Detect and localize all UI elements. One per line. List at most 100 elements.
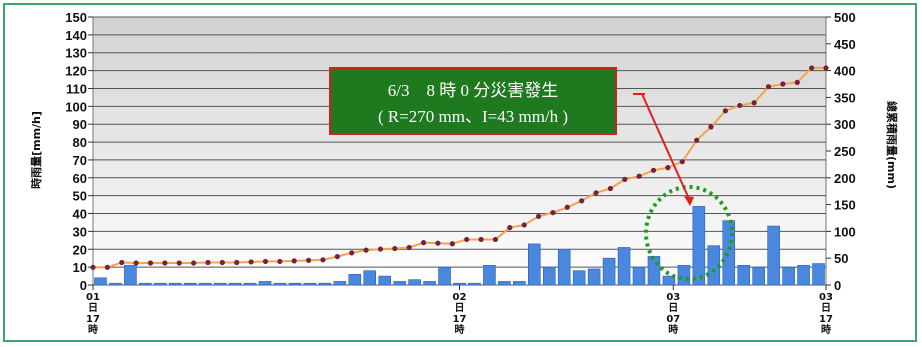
x-tick-label-day: 03 bbox=[666, 292, 680, 303]
x-tick-label-d: 日 bbox=[821, 302, 831, 314]
cumulative-point bbox=[248, 259, 254, 265]
cumulative-point bbox=[406, 244, 412, 251]
rainfall-bar bbox=[139, 282, 152, 286]
rainfall-bar bbox=[258, 281, 272, 286]
rainfall-bar bbox=[228, 282, 242, 286]
left-tick-label: 30 bbox=[73, 224, 87, 239]
rainfall-bar bbox=[662, 275, 676, 286]
right-tick-label: 250 bbox=[834, 144, 856, 159]
rainfall-bar bbox=[198, 282, 212, 286]
rainfall-bar bbox=[243, 282, 257, 286]
right-tick-label: 50 bbox=[834, 251, 848, 266]
rainfall-bar bbox=[677, 265, 691, 286]
cumulative-point bbox=[147, 260, 154, 266]
rainfall-bar bbox=[468, 282, 481, 286]
right-axis-ticks: 0 50 100 150 200 250 300 350 400 450 500 bbox=[826, 10, 856, 293]
left-axis-title: 時雨量[mm/h] bbox=[29, 111, 43, 189]
cumulative-point bbox=[492, 236, 499, 243]
rainfall-bar bbox=[752, 266, 765, 286]
cumulative-point bbox=[219, 259, 225, 266]
x-tick-label-hour: 17 bbox=[86, 314, 100, 325]
x-tick-label-d: 日 bbox=[455, 302, 465, 314]
rainfall-bar bbox=[408, 279, 421, 286]
cumulative-point bbox=[607, 185, 614, 192]
rainfall-bar bbox=[154, 282, 167, 286]
cumulative-point bbox=[593, 190, 599, 196]
cumulative-point bbox=[191, 260, 197, 266]
x-tick-label-h: 時 bbox=[455, 323, 465, 336]
cumulative-point bbox=[277, 258, 283, 265]
x-tick-label-h: 時 bbox=[668, 323, 678, 336]
right-tick-label: 450 bbox=[834, 37, 856, 52]
rainfall-bar bbox=[348, 273, 362, 286]
right-tick-label: 300 bbox=[834, 117, 856, 132]
plot-area bbox=[92, 16, 827, 286]
cumulative-point bbox=[694, 137, 700, 143]
rainfall-bar bbox=[318, 282, 332, 286]
cumulative-point bbox=[622, 176, 628, 183]
cumulative-point bbox=[133, 260, 139, 266]
left-tick-label: 80 bbox=[73, 135, 87, 150]
cumulative-point bbox=[636, 173, 642, 179]
cumulative-point bbox=[550, 210, 556, 216]
cumulative-point bbox=[737, 102, 743, 109]
cumulative-point bbox=[765, 84, 772, 90]
left-tick-label: 0 bbox=[80, 278, 87, 293]
cumulative-rainfall-line bbox=[90, 65, 829, 270]
right-tick-label: 150 bbox=[834, 198, 856, 213]
rainfall-bar bbox=[542, 266, 556, 286]
rainfall-bar bbox=[557, 248, 571, 286]
left-tick-label: 120 bbox=[65, 64, 87, 79]
rainfall-bar bbox=[572, 270, 586, 286]
cumulative-point bbox=[334, 253, 340, 260]
x-tick-label-d: 日 bbox=[668, 302, 678, 314]
rainfall-bar bbox=[303, 282, 317, 286]
rainfall-bar bbox=[378, 275, 391, 286]
cumulative-point bbox=[507, 225, 513, 231]
x-tick-label-d: 日 bbox=[88, 302, 98, 314]
rainfall-bar bbox=[528, 243, 541, 286]
annotation-line-1: 6/3 8 時 0 分災害發生 bbox=[388, 81, 558, 100]
left-tick-label: 130 bbox=[65, 46, 87, 61]
rainfall-bar bbox=[737, 265, 751, 286]
cumulative-point bbox=[478, 236, 484, 243]
cumulative-point bbox=[320, 257, 326, 263]
cumulative-point bbox=[564, 204, 570, 210]
left-tick-label: 40 bbox=[73, 207, 87, 222]
x-tick-label-h: 時 bbox=[821, 323, 831, 336]
rainfall-bar bbox=[333, 281, 347, 286]
rainfall-bar bbox=[767, 225, 780, 286]
x-tick-label-hour: 07 bbox=[666, 314, 680, 325]
x-tick-label-hour: 17 bbox=[453, 314, 467, 325]
cumulative-point bbox=[794, 79, 800, 85]
cumulative-point bbox=[176, 260, 182, 266]
cumulative-line bbox=[93, 66, 826, 269]
cumulative-point bbox=[205, 259, 211, 266]
cumulative-point bbox=[435, 240, 441, 246]
left-tick-label: 50 bbox=[73, 189, 87, 204]
cumulative-point bbox=[119, 259, 125, 266]
rainfall-bar bbox=[453, 282, 466, 286]
left-axis-ticks: 0 10 20 30 40 50 60 70 80 90 100 110 120 130 140 150 bbox=[65, 10, 93, 293]
rainfall-bar bbox=[423, 281, 436, 286]
rainfall-bar bbox=[692, 206, 706, 286]
rainfall-bar bbox=[602, 257, 616, 286]
rainfall-bar bbox=[483, 265, 496, 286]
cumulative-point bbox=[305, 257, 312, 263]
x-tick-label-day: 02 bbox=[453, 292, 467, 303]
left-tick-label: 140 bbox=[65, 28, 87, 43]
cumulative-point bbox=[823, 65, 829, 71]
right-tick-label: 350 bbox=[834, 90, 856, 105]
cumulative-point bbox=[809, 65, 815, 71]
right-tick-label: 0 bbox=[834, 278, 841, 293]
cumulative-point bbox=[392, 245, 398, 252]
cumulative-point bbox=[363, 247, 369, 253]
highlight-ellipse bbox=[644, 185, 734, 281]
right-axis-title: 總累積雨量(mm) bbox=[885, 101, 899, 189]
left-tick-label: 10 bbox=[73, 260, 87, 275]
rainfall-bar bbox=[393, 281, 406, 286]
rainfall-bar bbox=[782, 266, 795, 286]
left-tick-label: 90 bbox=[73, 117, 87, 132]
